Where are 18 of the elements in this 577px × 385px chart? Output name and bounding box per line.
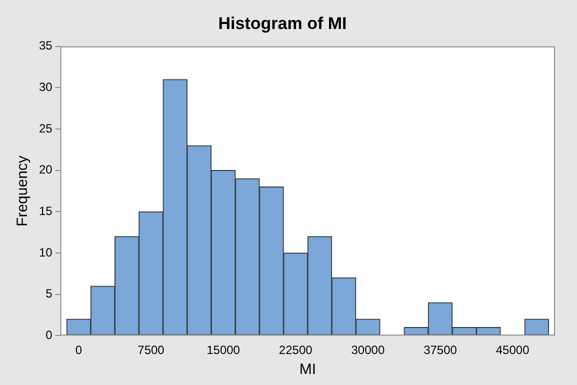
y-tick-label: 10 [38,245,53,260]
y-tick-label: 20 [38,162,53,177]
y-tick-label: 0 [46,328,53,342]
y-tick-label: 15 [38,204,53,218]
x-axis-title: MI [299,361,316,378]
x-tick-label: 22500 [278,343,313,358]
y-tick-label: 30 [38,80,53,94]
y-tick-label: 25 [38,121,53,136]
chart-title: Histogram of MI [218,14,347,33]
x-tick-label: 30000 [351,343,385,358]
x-tick-label: 0 [75,343,82,358]
y-tick-label: 5 [46,286,53,301]
y-tick-label: 35 [38,38,53,53]
x-tick-label: 15000 [206,343,240,358]
y-axis-title: Frequency [14,155,32,226]
x-tick-label: 37500 [424,343,458,358]
x-tick-label: 45000 [496,343,530,358]
x-tick-label: 7500 [138,343,165,358]
